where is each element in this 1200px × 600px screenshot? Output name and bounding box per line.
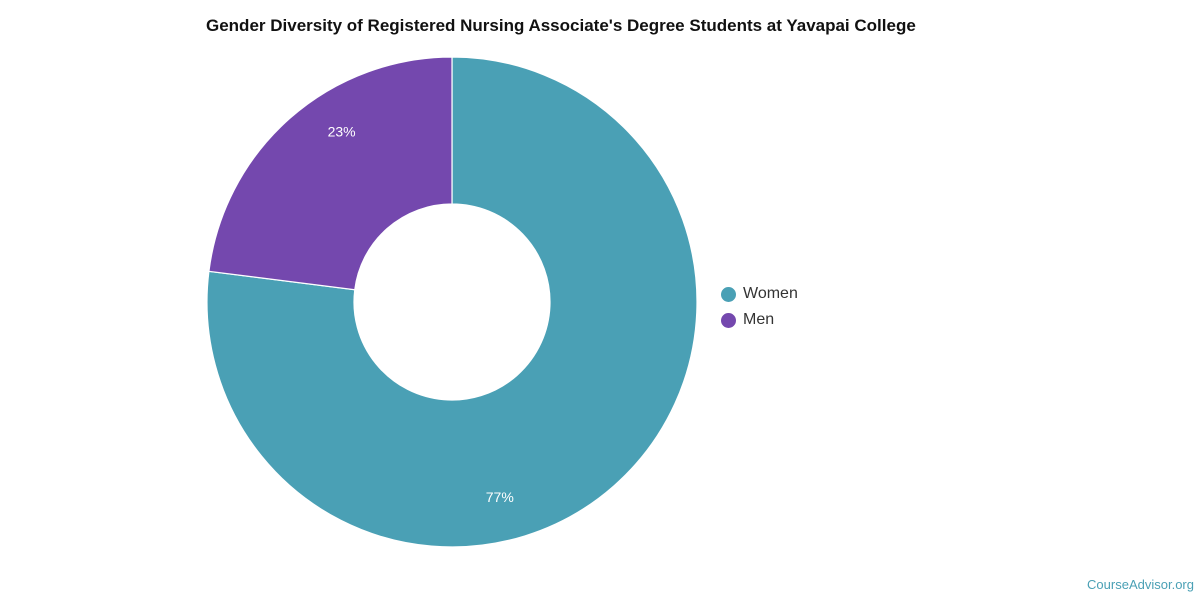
legend-swatch-icon <box>721 312 736 328</box>
data-label-women: 77% <box>486 489 514 505</box>
chart-title: Gender Diversity of Registered Nursing A… <box>206 16 916 35</box>
chart-legend: Women Men <box>721 281 798 333</box>
watermark: CourseAdvisor.org <box>1087 577 1194 592</box>
legend-swatch-icon <box>721 286 736 302</box>
slice-women[interactable] <box>206 56 698 548</box>
legend-item-women[interactable]: Women <box>721 281 798 307</box>
legend-label: Women <box>743 285 798 302</box>
slice-men[interactable] <box>208 56 453 291</box>
legend-item-men[interactable]: Men <box>721 307 798 333</box>
data-label-men: 23% <box>328 124 356 140</box>
legend-label: Men <box>743 311 775 328</box>
